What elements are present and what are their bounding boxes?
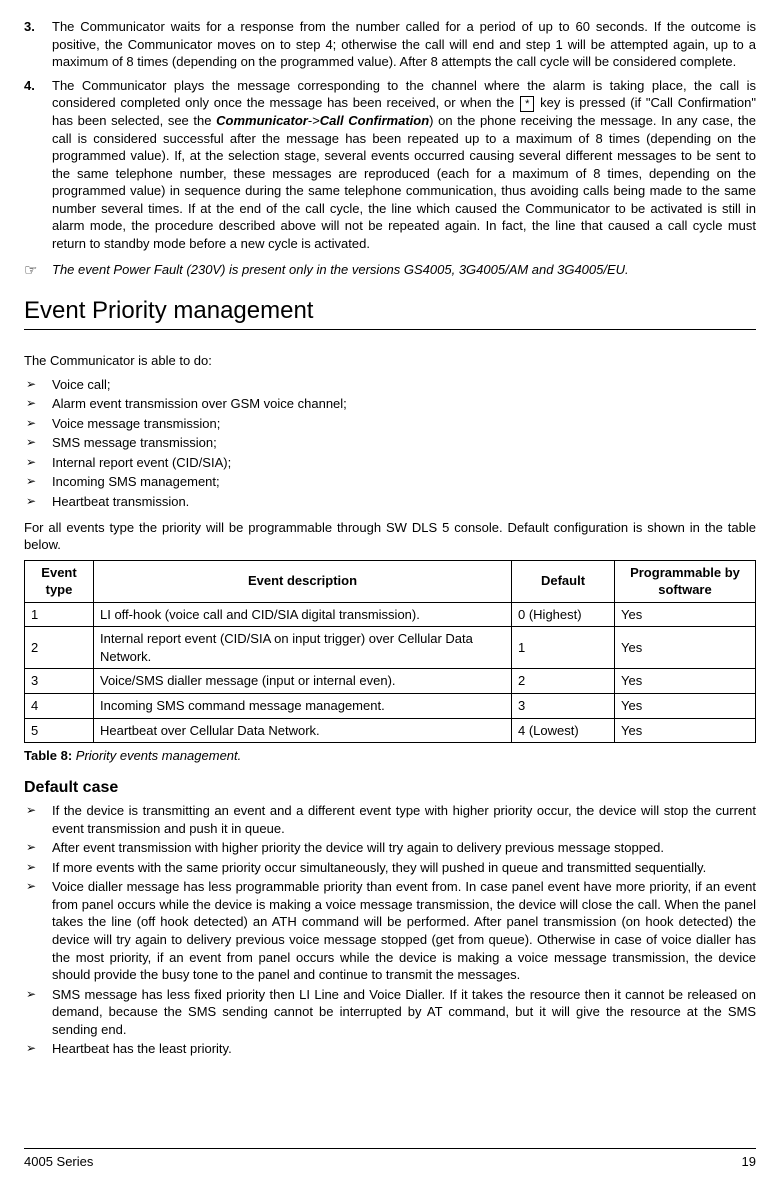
table-cell: Yes: [615, 627, 756, 669]
list-item: Voice call;: [24, 376, 756, 394]
hand-point-icon: ☞: [24, 261, 52, 281]
page-footer: 4005 Series 19: [24, 1148, 756, 1171]
th-programmable: Programmable by software: [615, 560, 756, 602]
list-item: Heartbeat transmission.: [24, 493, 756, 511]
table-cell: 5: [25, 718, 94, 743]
ref-call-confirmation: Call Confirmation: [320, 113, 429, 128]
table-cell: 1: [512, 627, 615, 669]
asterisk-key: *: [520, 96, 534, 112]
footer-left: 4005 Series: [24, 1153, 93, 1171]
list-item: Alarm event transmission over GSM voice …: [24, 395, 756, 413]
table-row: 2Internal report event (CID/SIA on input…: [25, 627, 756, 669]
priority-table: Event type Event description Default Pro…: [24, 560, 756, 743]
step-3-body: The Communicator waits for a response fr…: [52, 18, 756, 71]
default-case-list: If the device is transmitting an event a…: [24, 802, 756, 1058]
table-row: 4Incoming SMS command message management…: [25, 693, 756, 718]
table-cell: Voice/SMS dialler message (input or inte…: [94, 669, 512, 694]
intro2-text: For all events type the priority will be…: [24, 519, 756, 554]
list-item: SMS message has less fixed priority then…: [24, 986, 756, 1039]
table-cell: Yes: [615, 669, 756, 694]
table-cell: 0 (Highest): [512, 602, 615, 627]
table-cell: Incoming SMS command message management.: [94, 693, 512, 718]
table-cell: 2: [512, 669, 615, 694]
table-cell: Yes: [615, 693, 756, 718]
footer-right: 19: [742, 1153, 756, 1171]
list-item: Incoming SMS management;: [24, 473, 756, 491]
table-cell: 4 (Lowest): [512, 718, 615, 743]
ref-arrow: ->: [308, 113, 320, 128]
table-row: 5Heartbeat over Cellular Data Network.4 …: [25, 718, 756, 743]
ref-communicator: Communicator: [216, 113, 308, 128]
table-row: 3Voice/SMS dialler message (input or int…: [25, 669, 756, 694]
table-cell: LI off-hook (voice call and CID/SIA digi…: [94, 602, 512, 627]
caption-bold: Table 8:: [24, 748, 72, 763]
table-cell: 2: [25, 627, 94, 669]
th-default: Default: [512, 560, 615, 602]
section-title: Event Priority management: [24, 295, 756, 327]
step-4-number: 4.: [24, 77, 52, 253]
list-item: If more events with the same priority oc…: [24, 859, 756, 877]
step-3: 3. The Communicator waits for a response…: [24, 18, 756, 71]
default-case-title: Default case: [24, 777, 756, 799]
th-event-type: Event type: [25, 560, 94, 602]
table-cell: 3: [25, 669, 94, 694]
step-4-body: The Communicator plays the message corre…: [52, 77, 756, 253]
list-item: Internal report event (CID/SIA);: [24, 454, 756, 472]
list-item: Voice message transmission;: [24, 415, 756, 433]
table-cell: 3: [512, 693, 615, 718]
intro-text: The Communicator is able to do:: [24, 352, 756, 370]
step-3-number: 3.: [24, 18, 52, 71]
step-4: 4. The Communicator plays the message co…: [24, 77, 756, 253]
note: ☞ The event Power Fault (230V) is presen…: [24, 261, 756, 281]
table-cell: 1: [25, 602, 94, 627]
list-item: SMS message transmission;: [24, 434, 756, 452]
th-event-description: Event description: [94, 560, 512, 602]
list-item: Heartbeat has the least priority.: [24, 1040, 756, 1058]
list-item: After event transmission with higher pri…: [24, 839, 756, 857]
list-item: Voice dialler message has less programma…: [24, 878, 756, 983]
table-caption: Table 8: Priority events management.: [24, 747, 756, 765]
note-text: The event Power Fault (230V) is present …: [52, 261, 629, 281]
caption-ital: Priority events management.: [72, 748, 241, 763]
list-item: If the device is transmitting an event a…: [24, 802, 756, 837]
table-row: 1LI off-hook (voice call and CID/SIA dig…: [25, 602, 756, 627]
step-4-post: ) on the phone receiving the message. In…: [52, 113, 756, 251]
table-cell: Internal report event (CID/SIA on input …: [94, 627, 512, 669]
table-cell: 4: [25, 693, 94, 718]
abilities-list: Voice call;Alarm event transmission over…: [24, 376, 756, 511]
table-cell: Yes: [615, 718, 756, 743]
table-cell: Heartbeat over Cellular Data Network.: [94, 718, 512, 743]
table-cell: Yes: [615, 602, 756, 627]
section-rule: [24, 329, 756, 330]
